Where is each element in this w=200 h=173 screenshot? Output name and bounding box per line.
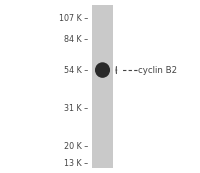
Text: 107 K –: 107 K – xyxy=(59,14,88,23)
Text: 54 K –: 54 K – xyxy=(64,66,88,75)
Bar xyxy=(92,5,112,168)
Text: 13 K –: 13 K – xyxy=(64,159,88,168)
Text: cyclin B2: cyclin B2 xyxy=(137,66,176,75)
Text: 31 K –: 31 K – xyxy=(64,104,88,113)
Text: 84 K –: 84 K – xyxy=(64,35,88,44)
Ellipse shape xyxy=(95,62,110,78)
Text: 20 K –: 20 K – xyxy=(64,142,88,151)
